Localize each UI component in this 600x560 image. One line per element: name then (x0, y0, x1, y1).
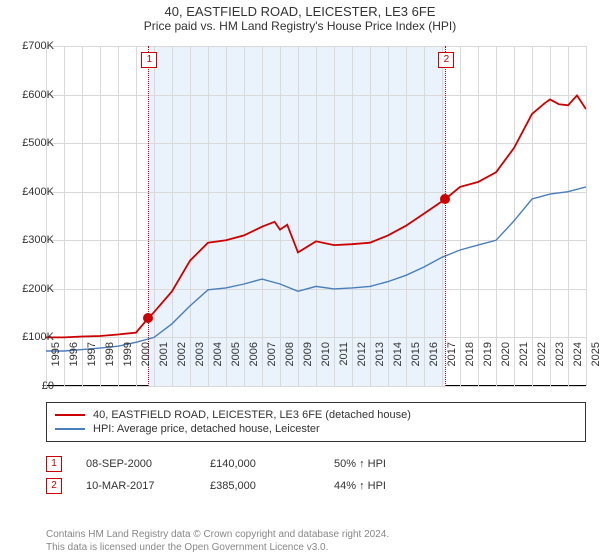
y-axis-label: £300K (22, 234, 54, 246)
x-axis-label: 2016 (428, 342, 440, 366)
event-date: 08-SEP-2000 (86, 458, 186, 470)
event-marker-box: 2 (438, 52, 454, 68)
events-table: 1 08-SEP-2000 £140,000 50% ↑ HPI 2 10-MAR-201… (46, 450, 586, 500)
event-price: £140,000 (210, 458, 310, 470)
x-axis-label: 2007 (266, 342, 278, 366)
footer-line-1: Contains HM Land Registry data © Crown c… (46, 529, 586, 542)
x-axis-label: 2011 (338, 342, 350, 366)
event-id-box: 1 (46, 456, 62, 472)
x-axis-label: 2019 (482, 342, 494, 366)
legend-swatch (55, 428, 85, 430)
x-axis-label: 2015 (410, 342, 422, 366)
x-axis-label: 2004 (212, 342, 224, 366)
chart-container: 40, EASTFIELD ROAD, LEICESTER, LE3 6FE P… (0, 0, 600, 560)
x-axis-label: 2002 (176, 342, 188, 366)
x-axis-label: 2014 (392, 342, 404, 366)
x-axis-label: 2009 (302, 342, 314, 366)
x-axis-label: 1999 (122, 342, 134, 366)
event-pct: 44% ↑ HPI (334, 480, 386, 492)
legend-label: 40, EASTFIELD ROAD, LEICESTER, LE3 6FE (… (93, 409, 411, 421)
event-date: 10-MAR-2017 (86, 480, 186, 492)
event-vertical (148, 46, 149, 386)
x-axis-label: 2017 (446, 342, 458, 366)
event-row: 1 08-SEP-2000 £140,000 50% ↑ HPI (46, 456, 586, 472)
legend-label: HPI: Average price, detached house, Leic… (93, 423, 320, 435)
event-vertical (445, 46, 446, 386)
gridline-h (46, 386, 586, 387)
x-axis-label: 2023 (554, 342, 566, 366)
event-dot (440, 194, 450, 204)
series-line (46, 96, 586, 338)
series-line (46, 187, 586, 351)
y-axis-label: £500K (22, 137, 54, 149)
y-axis-label: £700K (22, 40, 54, 52)
legend-item: 40, EASTFIELD ROAD, LEICESTER, LE3 6FE (… (55, 409, 577, 421)
x-axis-label: 2003 (194, 342, 206, 366)
event-price: £385,000 (210, 480, 310, 492)
x-axis-label: 2000 (140, 342, 152, 366)
y-axis-label: £0 (42, 380, 54, 392)
x-axis-label: 2005 (230, 342, 242, 366)
event-pct: 50% ↑ HPI (334, 458, 386, 470)
x-axis-label: 2006 (248, 342, 260, 366)
footer-attribution: Contains HM Land Registry data © Crown c… (46, 529, 586, 554)
x-axis-label: 2018 (464, 342, 476, 366)
x-axis-label: 2024 (572, 342, 584, 366)
x-axis-label: 1997 (86, 342, 98, 366)
plot-area: 12 (46, 46, 586, 386)
chart-title: 40, EASTFIELD ROAD, LEICESTER, LE3 6FE (0, 4, 600, 19)
x-axis-label: 2022 (536, 342, 548, 366)
x-axis-label: 1996 (68, 342, 80, 366)
series-svg (46, 46, 586, 386)
x-axis-label: 2008 (284, 342, 296, 366)
legend-swatch (55, 414, 85, 416)
event-row: 2 10-MAR-2017 £385,000 44% ↑ HPI (46, 478, 586, 494)
gridline-v (586, 46, 587, 386)
x-axis-label: 2020 (500, 342, 512, 366)
x-axis-label: 2025 (590, 342, 600, 366)
event-marker-box: 1 (141, 52, 157, 68)
x-axis-label: 1995 (50, 342, 62, 366)
chart-subtitle: Price paid vs. HM Land Registry's House … (0, 19, 600, 33)
legend-item: HPI: Average price, detached house, Leic… (55, 423, 577, 435)
x-axis-label: 1998 (104, 342, 116, 366)
event-dot (143, 313, 153, 323)
footer-line-2: This data is licensed under the Open Gov… (46, 542, 586, 555)
event-id-box: 2 (46, 478, 62, 494)
y-axis-label: £400K (22, 186, 54, 198)
x-axis-label: 2012 (356, 342, 368, 366)
y-axis-label: £200K (22, 283, 54, 295)
x-axis-label: 2010 (320, 342, 332, 366)
x-axis-label: 2021 (518, 342, 530, 366)
x-axis-label: 2013 (374, 342, 386, 366)
x-axis-label: 2001 (158, 342, 170, 366)
legend-box: 40, EASTFIELD ROAD, LEICESTER, LE3 6FE (… (46, 402, 586, 442)
y-axis-label: £600K (22, 89, 54, 101)
